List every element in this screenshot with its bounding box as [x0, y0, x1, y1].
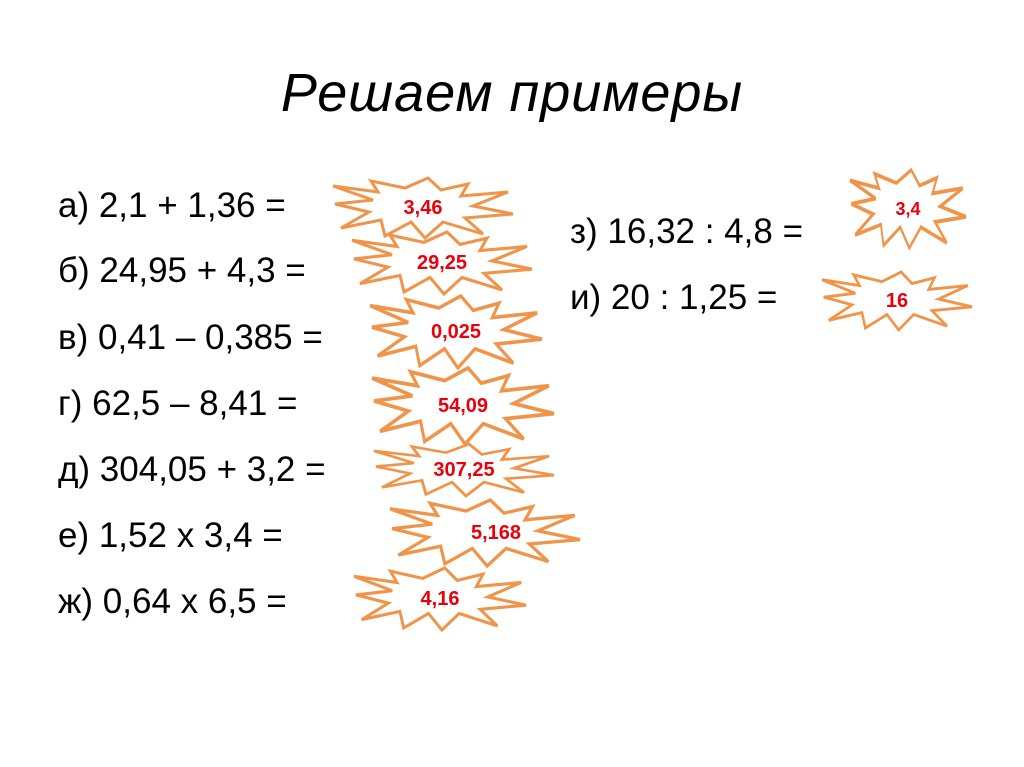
equation-g: г) 62,5 – 8,41 =: [58, 384, 298, 423]
answer-burst-z: 3,4: [849, 167, 967, 251]
answer-text: 0,025: [430, 320, 482, 343]
starburst-icon: [821, 270, 973, 333]
starburst-icon: [389, 498, 581, 569]
starburst-icon: [371, 365, 555, 447]
equation-v: в) 0,41 – 0,385 =: [58, 318, 323, 357]
answer-burst-b: 29,25: [351, 230, 533, 297]
equation-e: е) 1,52 х 3,4 =: [58, 516, 283, 555]
answer-burst-i: 16: [821, 270, 973, 333]
answer-burst-a: 3,46: [332, 176, 514, 241]
equation-b: б) 24,95 + 4,3 =: [58, 251, 306, 290]
slide-title: Решаем примеры: [280, 63, 744, 123]
answer-text: 3,46: [403, 196, 443, 219]
equation-z: з) 16,32 : 4,8 =: [570, 212, 804, 251]
answer-text: 307,25: [433, 458, 495, 481]
answer-text: 54,09: [437, 394, 489, 417]
starburst-icon: [353, 566, 527, 633]
equation-d: д) 304,05 + 3,2 =: [58, 450, 326, 489]
starburst-icon: [369, 293, 543, 371]
answer-text: 5,168: [470, 521, 522, 544]
answer-text: 29,25: [416, 251, 468, 274]
starburst-icon: [351, 230, 533, 297]
answer-burst-d: 307,25: [373, 442, 555, 498]
equation-a: а) 2,1 + 1,36 =: [58, 186, 286, 225]
starburst-icon: [373, 442, 555, 498]
starburst-icon: [332, 176, 514, 241]
answer-text: 4,16: [420, 587, 460, 610]
answer-text: 3,4: [895, 198, 921, 219]
answer-burst-zh: 4,16: [353, 566, 527, 633]
answer-burst-g: 54,09: [371, 365, 555, 447]
equation-i: и) 20 : 1,25 =: [570, 278, 778, 317]
answer-burst-v: 0,025: [369, 293, 543, 371]
answer-burst-e: 5,168: [389, 498, 581, 569]
answer-text: 16: [885, 289, 909, 312]
starburst-icon: [849, 167, 967, 251]
equation-zh: ж) 0,64 х 6,5 =: [58, 582, 287, 621]
